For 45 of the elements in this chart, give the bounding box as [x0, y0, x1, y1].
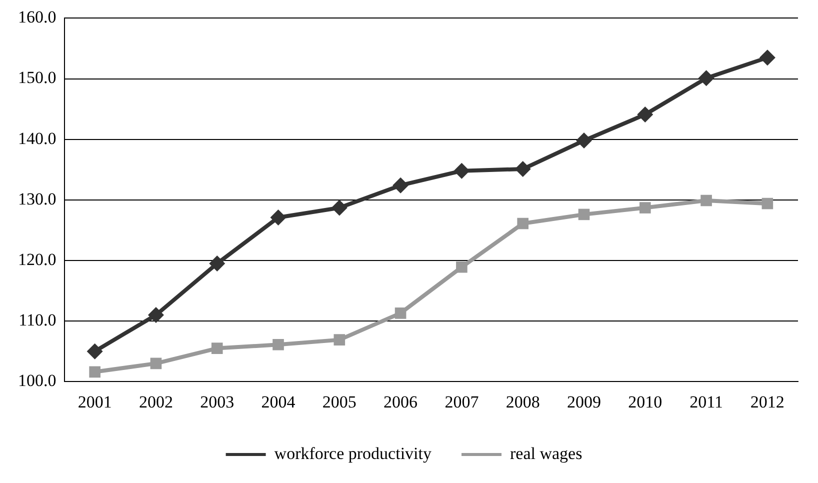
- point: [637, 106, 654, 122]
- x-tick-label: 2010: [628, 392, 662, 412]
- x-tick-label: 2007: [444, 392, 480, 412]
- point: [578, 208, 590, 220]
- point: [334, 334, 346, 346]
- point: [86, 343, 103, 360]
- y-tick-label: 100.0: [18, 371, 56, 390]
- x-tick-label: 2006: [384, 392, 418, 412]
- point: [639, 202, 651, 214]
- y-tick-label: 130.0: [18, 189, 56, 208]
- point: [150, 358, 162, 370]
- x-tick-label: 2011: [690, 392, 723, 412]
- point: [392, 177, 409, 194]
- point: [211, 342, 223, 354]
- point: [576, 132, 592, 149]
- x-tick-label: 2002: [138, 392, 173, 412]
- point: [456, 261, 468, 273]
- point: [394, 308, 406, 319]
- point: [454, 162, 470, 179]
- x-tick-label: 2004: [261, 392, 296, 412]
- point: [514, 161, 531, 178]
- point: [759, 50, 776, 66]
- y-tick-label: 140.0: [18, 128, 56, 148]
- point: [89, 366, 100, 378]
- x-tick-label: 2012: [750, 392, 784, 412]
- x-tick-label: 2008: [506, 392, 540, 412]
- x-tick-label: 2009: [566, 392, 601, 412]
- x-tick-label: 2003: [200, 392, 234, 412]
- point: [272, 339, 284, 350]
- point: [762, 198, 774, 210]
- y-tick-label: 120.0: [18, 250, 56, 269]
- y-tick-label: 150.0: [18, 68, 56, 88]
- x-tick-label: 2005: [322, 392, 356, 412]
- point: [331, 200, 348, 216]
- point: [148, 306, 164, 323]
- legend-label: real wages: [510, 444, 582, 463]
- y-tick-label: 160.0: [18, 8, 56, 27]
- point: [698, 70, 714, 86]
- point: [270, 209, 286, 226]
- point: [517, 218, 528, 230]
- point: [209, 255, 226, 272]
- y-tick-label: 110.0: [18, 310, 56, 330]
- x-tick-label: 2001: [78, 392, 112, 412]
- point: [700, 194, 712, 206]
- legend-label: workforce productivity: [274, 444, 432, 463]
